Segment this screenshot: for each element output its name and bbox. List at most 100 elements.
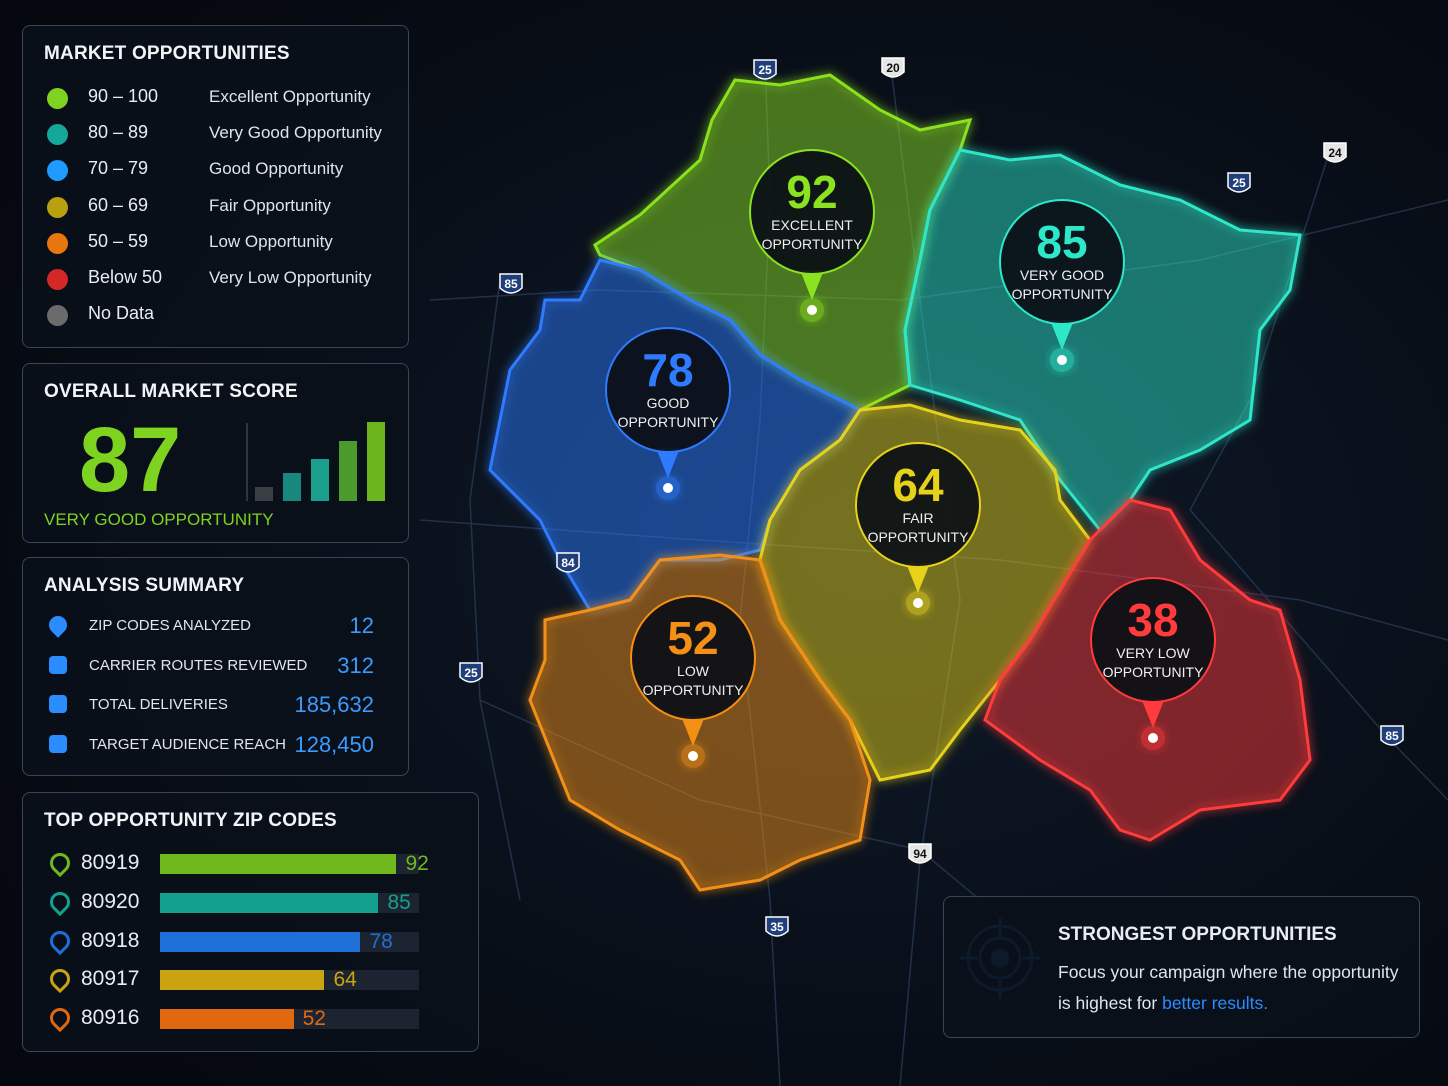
shield-shape (459, 662, 483, 683)
summary-icon (45, 612, 71, 638)
legend-range: 90 – 100 (88, 86, 159, 106)
shield-label: 84 (561, 556, 575, 570)
shield-shape (765, 916, 789, 937)
region-pin-dot (913, 598, 923, 608)
score-panel: OVERALL MARKET SCORE 87 VERY GOOD OPPORT… (22, 363, 409, 543)
legend-range: Below 50 (88, 267, 163, 287)
score-label: VERY GOOD OPPORTUNITY (44, 510, 274, 529)
legend-swatch (47, 269, 68, 290)
region-text: FAIR OPPORTUNITY (867, 510, 969, 545)
legend-range: 60 – 69 (88, 194, 149, 215)
shield-shape (1323, 142, 1347, 163)
zip-code: 80916 (81, 1006, 140, 1030)
region-text: VERY GOOD OPPORTUNITY (1011, 267, 1113, 302)
shield-label: 20 (886, 61, 900, 75)
legend-label: Fair Opportunity (209, 195, 331, 215)
region-label: 85 VERY GOOD OPPORTUNITY (1000, 218, 1124, 304)
zip-pin (45, 887, 75, 916)
summary-value: 128,450 (294, 731, 374, 757)
legend-label: Low Opportunity (209, 231, 333, 251)
zip-code: 80917 (81, 967, 140, 991)
zip-bar (160, 931, 361, 952)
region-score: 85 (1036, 216, 1088, 268)
shield-shape (556, 552, 580, 573)
region-badge (999, 199, 1125, 325)
zip-pin (45, 926, 75, 955)
shield-shape (908, 843, 932, 864)
highway-shields: 25 20 24 25 85 84 25 85 94 35 (459, 57, 1404, 937)
region-area (758, 403, 1092, 782)
region-label: 64 FAIR OPPORTUNITY (856, 461, 980, 547)
region-text: VERY LOW OPPORTUNITY (1102, 645, 1204, 680)
region-label: 92 EXCELLENT OPPORTUNITY (750, 168, 874, 254)
zip-bar (160, 970, 325, 991)
region-label: 52 LOW OPPORTUNITY (631, 614, 755, 700)
zip-score: 52 (302, 1007, 326, 1031)
summary-icon (49, 695, 67, 713)
region-text: EXCELLENT OPPORTUNITY (761, 217, 863, 252)
legend-label: Excellent Opportunity (209, 87, 371, 106)
callout-link[interactable]: better results. (1162, 993, 1269, 1013)
summary-label: CARRIER ROUTES REVIEWED (89, 656, 308, 674)
legend-swatch (47, 160, 68, 182)
shield-label: 35 (770, 920, 784, 934)
shield-shape (1380, 725, 1404, 746)
region-pin-dot (688, 751, 698, 761)
region-score: 78 (642, 344, 694, 396)
score-icon (246, 422, 385, 501)
region-pin-tail (1141, 698, 1165, 728)
shield-label: 85 (504, 277, 518, 291)
zips-title: TOP OPPORTUNITY ZIP CODES (44, 810, 337, 831)
callout-text: Focus your campaign where the opportunit… (1058, 962, 1399, 1013)
shield-label: 85 (1385, 729, 1399, 743)
zip-pin (45, 848, 75, 878)
legend-range: No Data (88, 303, 155, 324)
shield-label: 24 (1328, 146, 1342, 160)
region-pin-tail (681, 716, 705, 746)
zip-pin (45, 965, 75, 994)
legend-range: 50 – 59 (88, 230, 149, 251)
region-text: LOW OPPORTUNITY (642, 663, 744, 698)
zip-bar (160, 892, 379, 913)
zip-bar (160, 1009, 294, 1030)
region-pin-tail (656, 448, 680, 478)
region-score: 38 (1127, 594, 1179, 646)
shield-label: 25 (464, 666, 478, 680)
summary-icon (49, 734, 67, 753)
region-pin-dot (663, 483, 673, 493)
legend-label: Good Opportunity (209, 159, 344, 179)
region-pin-dot (807, 305, 817, 315)
shield-label: 25 (1232, 176, 1246, 190)
shield-shape (1227, 172, 1251, 193)
legend-swatch (47, 305, 68, 327)
shield-shape (499, 273, 523, 294)
region-pin-tail (800, 270, 824, 300)
callout-text-block: Focus your campaign where the opportunit… (1058, 957, 1403, 1019)
shield-label: 25 (758, 63, 772, 77)
legend-swatch (47, 124, 68, 146)
callout-panel: STRONGEST OPPORTUNITIES Focus your campa… (943, 896, 1420, 1038)
zip-code: 80919 (81, 851, 140, 874)
legend-label: Very Low Opportunity (209, 268, 372, 287)
legend-panel: MARKET OPPORTUNITIES 90 – 100 Excellent O… (22, 25, 409, 348)
region-pin-tail (906, 563, 930, 593)
zip-bar (160, 854, 397, 874)
shield-shape (753, 59, 777, 80)
region-label: 38 VERY LOW OPPORTUNITY (1091, 596, 1215, 682)
zip-score: 64 (333, 968, 357, 992)
legend-swatch (47, 232, 68, 254)
region-pin-tail (1050, 320, 1074, 350)
region-badge (1090, 577, 1216, 703)
regions (488, 73, 1312, 892)
region-score: 52 (667, 612, 719, 664)
score-title: OVERALL MARKET SCORE (44, 381, 298, 402)
shield-shape (881, 57, 905, 78)
region-badge (605, 327, 731, 453)
legend-swatch (47, 88, 68, 109)
legend-swatch (47, 196, 68, 218)
zip-score: 85 (387, 890, 411, 914)
region-pin-dot (1057, 355, 1067, 365)
zips-panel: TOP OPPORTUNITY ZIP CODES 80919 92 80920 85… (22, 792, 479, 1052)
zip-code: 80918 (81, 928, 140, 952)
